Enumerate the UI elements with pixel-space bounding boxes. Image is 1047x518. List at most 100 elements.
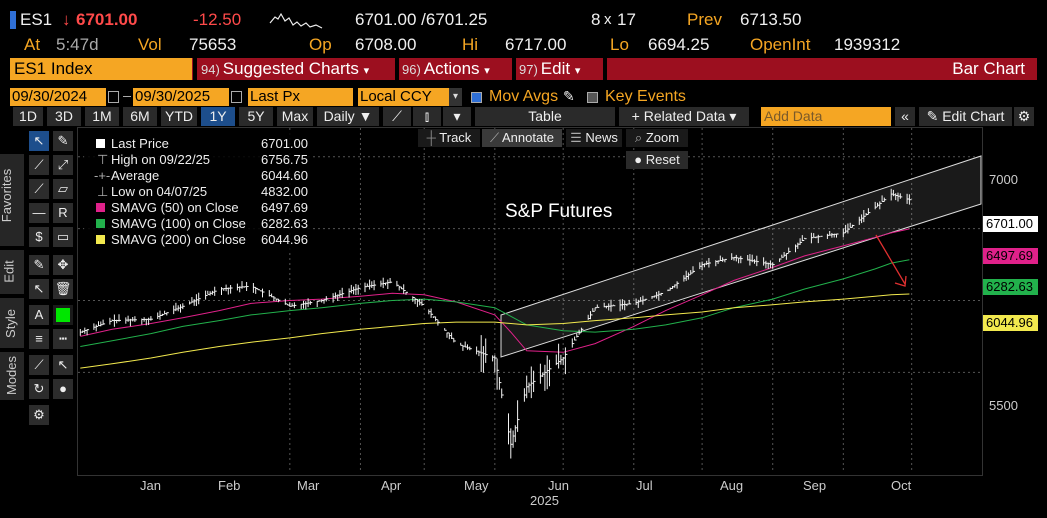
edit-tab[interactable]: Edit <box>0 250 24 294</box>
range-1d[interactable]: 1D <box>13 107 43 126</box>
actions-menu[interactable]: 96) Actions ▾ <box>402 58 490 80</box>
reset-icon: ● <box>634 152 643 167</box>
chevron-down-icon: ▾ <box>484 65 490 77</box>
legend-row-smavg-100[interactable]: SMAVG (100) on Close 6282.63 <box>86 216 308 232</box>
separator <box>603 58 607 80</box>
favorites-tab[interactable]: Favorites <box>0 154 24 246</box>
pencil-icon[interactable]: ✎ <box>563 88 575 104</box>
line-style-icon[interactable]: ┅ <box>53 329 73 349</box>
double-chevron-left-icon[interactable]: « <box>895 107 915 126</box>
bar-chart-icon[interactable]: ⫾ <box>413 107 441 126</box>
trash-icon[interactable]: 🗑 <box>53 279 73 299</box>
palette-icon[interactable]: ● <box>53 379 73 399</box>
legend-value: 6044.60 <box>261 168 308 183</box>
average-marker-icon: -+- <box>94 168 111 183</box>
cursor-mode-icon[interactable]: ↖ <box>53 355 73 375</box>
chevron-down-icon[interactable]: ▾ <box>449 88 462 106</box>
track-button[interactable]: ┼ Track <box>418 129 480 147</box>
refresh-icon[interactable]: ↻ <box>29 379 49 399</box>
range-ytd[interactable]: YTD <box>161 107 197 126</box>
range-max[interactable]: Max <box>277 107 313 126</box>
legend-row-last-price[interactable]: Last Price 6701.00 <box>86 136 308 152</box>
range-1m[interactable]: 1M <box>85 107 119 126</box>
legend-label: Average <box>111 168 160 183</box>
legend-row-low[interactable]: ⊥ Low on 04/07/25 4832.00 <box>86 184 308 200</box>
zoom-icon: ⌕ <box>634 130 643 145</box>
line-chart-icon[interactable]: ⟋ <box>383 107 411 126</box>
price-field-select[interactable]: Last Px <box>248 88 353 106</box>
legend-label: SMAVG (50) on Close <box>111 200 239 215</box>
crosshair-icon: ┼ <box>426 130 436 145</box>
security-field[interactable]: ES1 Index <box>10 58 192 80</box>
separator <box>193 58 197 80</box>
end-date-input[interactable]: 09/30/2025 <box>133 88 229 106</box>
reset-button[interactable]: ● Reset <box>626 151 688 169</box>
chevron-down-icon: ▾ <box>363 65 370 77</box>
key-events-checkbox[interactable] <box>587 92 598 103</box>
mov-avgs-checkbox[interactable] <box>471 92 482 103</box>
x-axis-year: 2025 <box>530 493 559 508</box>
gear-icon[interactable]: ⚙ <box>1014 107 1034 126</box>
legend-row-average[interactable]: -+- Average 6044.60 <box>86 168 308 184</box>
horizontal-line-icon[interactable]: — <box>29 203 49 223</box>
news-button[interactable]: ☰ News <box>566 129 622 147</box>
line-tool-icon[interactable]: ⟋ <box>29 155 49 175</box>
track-label: Track <box>439 130 472 145</box>
legend-row-high[interactable]: ⊤ High on 09/22/25 6756.75 <box>86 152 308 168</box>
open-label: Op <box>309 35 332 54</box>
style-tab[interactable]: Style <box>0 298 24 348</box>
legend-row-smavg-200[interactable]: SMAVG (200) on Close 6044.96 <box>86 232 308 248</box>
volume: 75653 <box>189 35 237 54</box>
calendar-icon[interactable] <box>231 91 242 103</box>
table-button[interactable]: Table <box>475 107 615 126</box>
start-date-input[interactable]: 09/30/2024 <box>10 88 106 106</box>
pencil-icon[interactable]: ✎ <box>29 255 49 275</box>
price-level-icon[interactable]: $ <box>29 227 49 247</box>
currency-select[interactable]: Local CCY <box>358 88 449 106</box>
x-tick-label: May <box>464 478 489 493</box>
prev-close: 6713.50 <box>740 10 802 29</box>
series-line-smavg-100 <box>80 259 910 347</box>
calendar-icon[interactable] <box>108 91 119 103</box>
caret-down-icon: ▼ <box>358 108 373 124</box>
suggested-charts-menu[interactable]: 94) Suggested Charts ▾ <box>201 58 369 80</box>
range-3d[interactable]: 3D <box>47 107 81 126</box>
font-icon[interactable]: A <box>29 305 49 325</box>
favorites-tab-label: Favorites <box>0 168 15 223</box>
annotation-text[interactable]: S&P Futures <box>505 201 613 222</box>
draw-mode-icon[interactable]: ⟋ <box>29 355 49 375</box>
chevron-down-icon[interactable]: ▾ <box>443 107 471 126</box>
arrow-line-icon[interactable]: ⤢ <box>53 155 73 175</box>
pen-icon[interactable]: ✎ <box>53 131 73 151</box>
smavg-100-tag: 6282.63 <box>983 279 1038 295</box>
zoom-button[interactable]: ⌕ Zoom <box>626 129 688 147</box>
last-price-arrow-icon: ↓ <box>62 10 71 29</box>
text-tool-icon[interactable]: R <box>53 203 73 223</box>
annotate-button[interactable]: ⟋ Annotate <box>482 129 562 147</box>
line-weight-icon[interactable]: ≡ <box>29 329 49 349</box>
add-data-input[interactable]: Add Data <box>761 107 891 126</box>
range-5y[interactable]: 5Y <box>239 107 273 126</box>
pointer-icon[interactable]: ↖ <box>29 131 49 151</box>
related-data-menu[interactable]: + Related Data ▾ <box>619 107 749 126</box>
legend-row-smavg-50[interactable]: SMAVG (50) on Close 6497.69 <box>86 200 308 216</box>
x-tick-label: Apr <box>381 478 402 493</box>
modes-tab[interactable]: Modes <box>0 352 24 400</box>
range-6m[interactable]: 6M <box>123 107 157 126</box>
color-swatch[interactable] <box>53 305 73 325</box>
rectangle-icon[interactable]: ▭ <box>53 227 73 247</box>
segment-icon[interactable]: ⟋ <box>29 179 49 199</box>
prev-label: Prev <box>687 10 722 29</box>
high-label: Hi <box>462 35 479 54</box>
move-icon[interactable]: ✥ <box>53 255 73 275</box>
edit-chart-button[interactable]: ✎ Edit Chart <box>919 107 1012 126</box>
chevron-down-icon: ▾ <box>574 65 581 77</box>
low-label: Lo <box>610 35 629 54</box>
channel-icon[interactable]: ▱ <box>53 179 73 199</box>
gear-icon[interactable]: ⚙ <box>29 405 49 425</box>
edit-menu[interactable]: 97) Edit ▾ <box>519 58 580 80</box>
range-1y[interactable]: 1Y <box>201 107 235 126</box>
add-pointer-icon[interactable]: ↖ <box>29 279 49 299</box>
frequency-select[interactable]: Daily ▼ <box>317 107 379 126</box>
open-interest-label: OpenInt <box>750 35 811 54</box>
